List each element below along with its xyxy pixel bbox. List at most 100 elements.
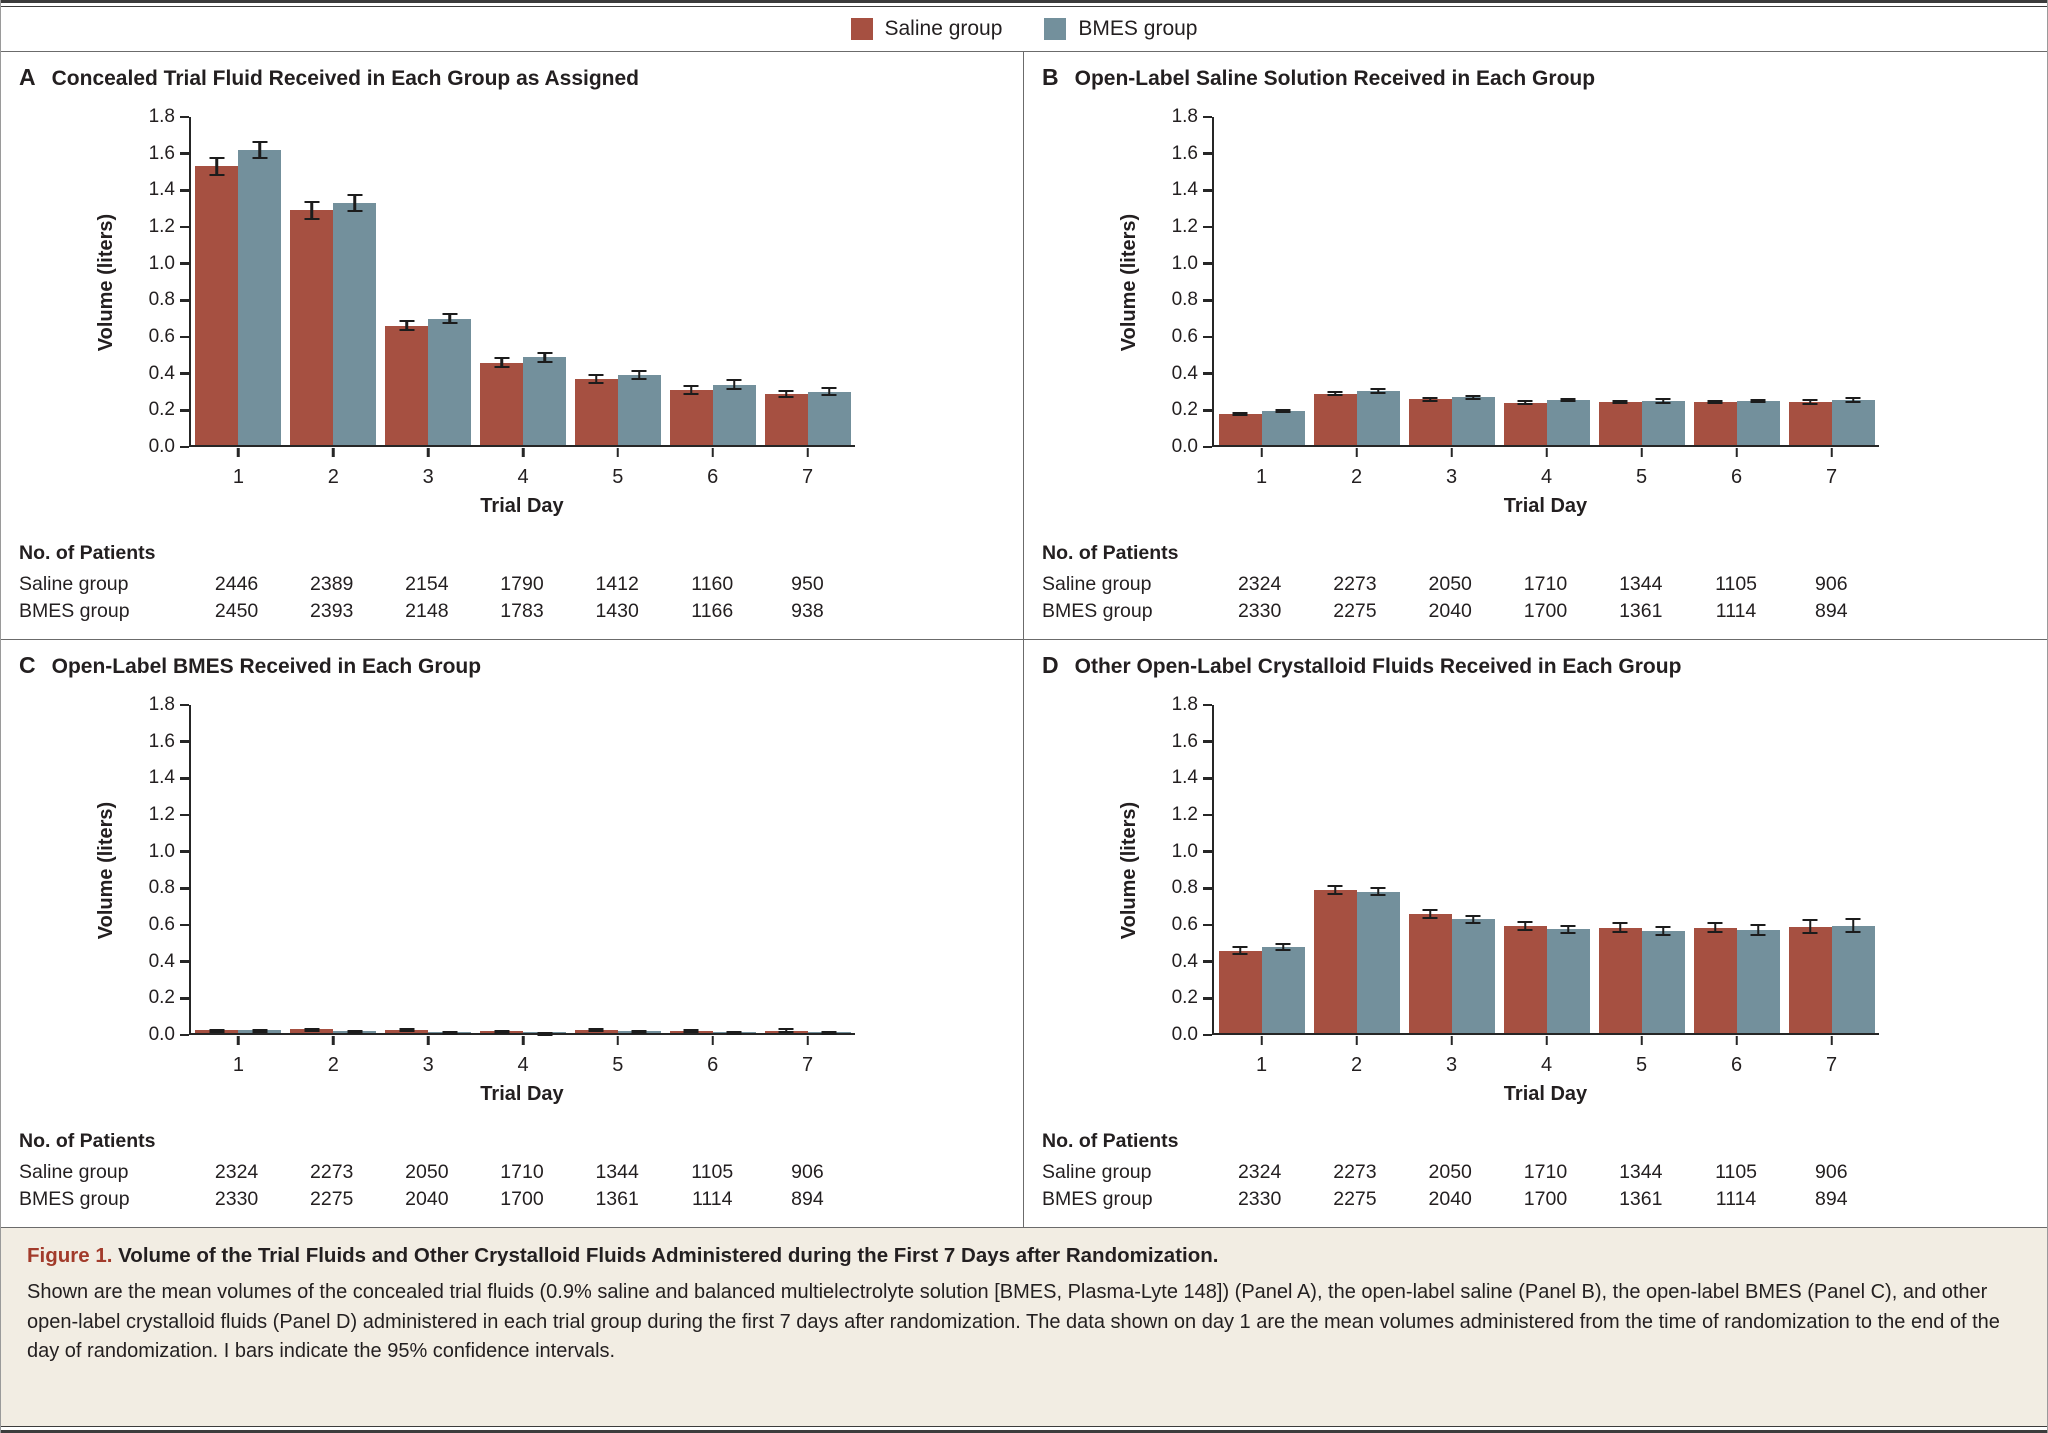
y-tick-label: 1.6 [1172, 731, 1212, 753]
patients-count: 1114 [1715, 1188, 1757, 1210]
y-tick-mark [1203, 850, 1212, 853]
patients-count: 1361 [595, 1188, 639, 1210]
bar-saline-day5 [1598, 399, 1642, 445]
bar-saline-day2 [290, 201, 334, 445]
bar-pair [1693, 398, 1780, 445]
bar-saline-day5 [574, 374, 618, 445]
x-tick-label: 6 [1730, 466, 1743, 488]
error-bar [778, 1028, 794, 1033]
patients-count: 906 [791, 1161, 824, 1183]
error-bar [442, 313, 458, 324]
patients-count: 2050 [405, 1161, 449, 1183]
table-row: BMES group 2450 2393 2148 1783 1430 1166 938 [19, 598, 1005, 625]
bar-pair [764, 387, 851, 445]
patients-count: 2389 [310, 573, 354, 595]
patients-count: 2330 [1237, 600, 1282, 622]
bar-pair [1598, 398, 1685, 445]
y-tick-label: 1.4 [1172, 179, 1212, 201]
bar-pair [480, 351, 566, 445]
bar-bmes-day5 [1641, 926, 1685, 1033]
x-axis-label-row: Trial Day [1212, 495, 1879, 518]
y-tick-label: 0.2 [1172, 399, 1212, 421]
patients-count: 2275 [310, 1188, 354, 1210]
bar-saline-day2 [1313, 884, 1357, 1033]
y-tick-mark [1203, 225, 1212, 229]
y-tick-label: 1.8 [149, 694, 189, 716]
day-group-4: 4 [1499, 117, 1594, 488]
legend-item-saline: Saline group [850, 17, 1002, 41]
bar-pair [1503, 397, 1590, 445]
y-tick-mark [180, 960, 189, 963]
panel-b: B Open-Label Saline Solution Received in… [1024, 52, 2047, 640]
day-group-5: 5 [1594, 117, 1689, 488]
error-bar [347, 1029, 363, 1034]
y-tick-label: 1.2 [149, 216, 189, 238]
error-bar [1422, 396, 1438, 402]
panel-a-title: A Concealed Trial Fluid Received in Each… [19, 64, 1005, 91]
x-tick-mark [426, 447, 430, 457]
panel-c-title: C Open-Label BMES Received in Each Group [19, 652, 1005, 679]
x-tick-mark [616, 1035, 620, 1045]
error-bar [1707, 399, 1723, 405]
bar-bmes-day7 [807, 1030, 851, 1035]
day-group-5: 5 [570, 705, 665, 1076]
row-label-bmes: BMES group [19, 600, 130, 622]
y-tick-value: 0.8 [1171, 289, 1198, 311]
x-tick-label: 3 [1445, 466, 1458, 488]
patients-count: 1344 [1619, 1161, 1663, 1183]
error-bar [1370, 388, 1386, 394]
bar-bmes-day2 [1356, 887, 1400, 1033]
bar-saline-day4 [1503, 400, 1547, 445]
row-label-saline: Saline group [1042, 573, 1152, 595]
plot-area: 1 2 3 4 5 6 7 [189, 705, 855, 1076]
y-tick-label: 1.8 [149, 106, 189, 128]
patients-count: 1700 [1523, 1188, 1568, 1210]
chart-b: Volume (liters) 0.0 0.2 0.4 0.6 0.8 1.0 1.2 1.4… [1112, 106, 2029, 488]
patients-count: 2273 [1333, 1161, 1377, 1183]
panel-a: A Concealed Trial Fluid Received in Each… [1, 52, 1024, 640]
bar-pair [1788, 397, 1875, 445]
bar-saline-day3 [1408, 908, 1452, 1033]
patients-table: No. of Patients Saline group 2324 2273 205… [1042, 1130, 2029, 1213]
bar-bmes-day6 [712, 1031, 756, 1035]
patients-count: 906 [1815, 1161, 1848, 1183]
bar-pair [385, 1027, 472, 1036]
error-bar [209, 1029, 225, 1034]
bar-saline-day1 [195, 1029, 239, 1034]
bar-saline-day6 [669, 1028, 713, 1033]
error-bar [1802, 399, 1818, 405]
error-bar [726, 379, 742, 390]
y-axis-ticks: 0.0 0.2 0.4 0.6 0.8 1.0 1.2 1.4 1.6 1.8 [125, 694, 189, 1045]
x-tick-label: 1 [1255, 1054, 1268, 1076]
patients-count: 894 [1815, 600, 1848, 622]
bar-saline-day7 [764, 389, 808, 445]
y-tick-value: 0.0 [148, 1024, 175, 1045]
error-bar [1232, 946, 1248, 955]
x-tick-mark [1640, 447, 1643, 457]
y-tick-value: 0.2 [1171, 987, 1198, 1009]
x-axis-label: Trial Day [480, 1083, 564, 1105]
y-tick-mark [1203, 189, 1212, 192]
error-bar [1612, 399, 1628, 405]
y-tick-value: 1.4 [148, 179, 175, 201]
x-tick-label: 7 [1825, 1054, 1838, 1076]
patients-count: 2050 [1428, 573, 1472, 595]
bar-pair [574, 370, 661, 445]
x-tick-label: 2 [327, 1054, 339, 1076]
x-tick-label: 5 [1635, 466, 1648, 488]
bar-pair [1788, 918, 1875, 1033]
patients-count: 1344 [1619, 573, 1663, 595]
patients-count: 2275 [1333, 1188, 1377, 1210]
bar-bmes-day7 [1831, 918, 1875, 1033]
error-bar [1465, 914, 1481, 924]
panel-letter: D [1042, 652, 1059, 678]
error-bar [1750, 398, 1766, 404]
bar-saline-day2 [290, 1027, 334, 1033]
y-tick-value: 1.4 [148, 767, 175, 789]
x-tick-mark [237, 1035, 240, 1045]
patients-count: 1361 [1619, 1188, 1663, 1210]
day-group-1: 1 [1214, 117, 1309, 488]
error-bar [209, 157, 225, 176]
y-tick-mark [1203, 152, 1212, 155]
y-tick-mark [180, 850, 189, 853]
